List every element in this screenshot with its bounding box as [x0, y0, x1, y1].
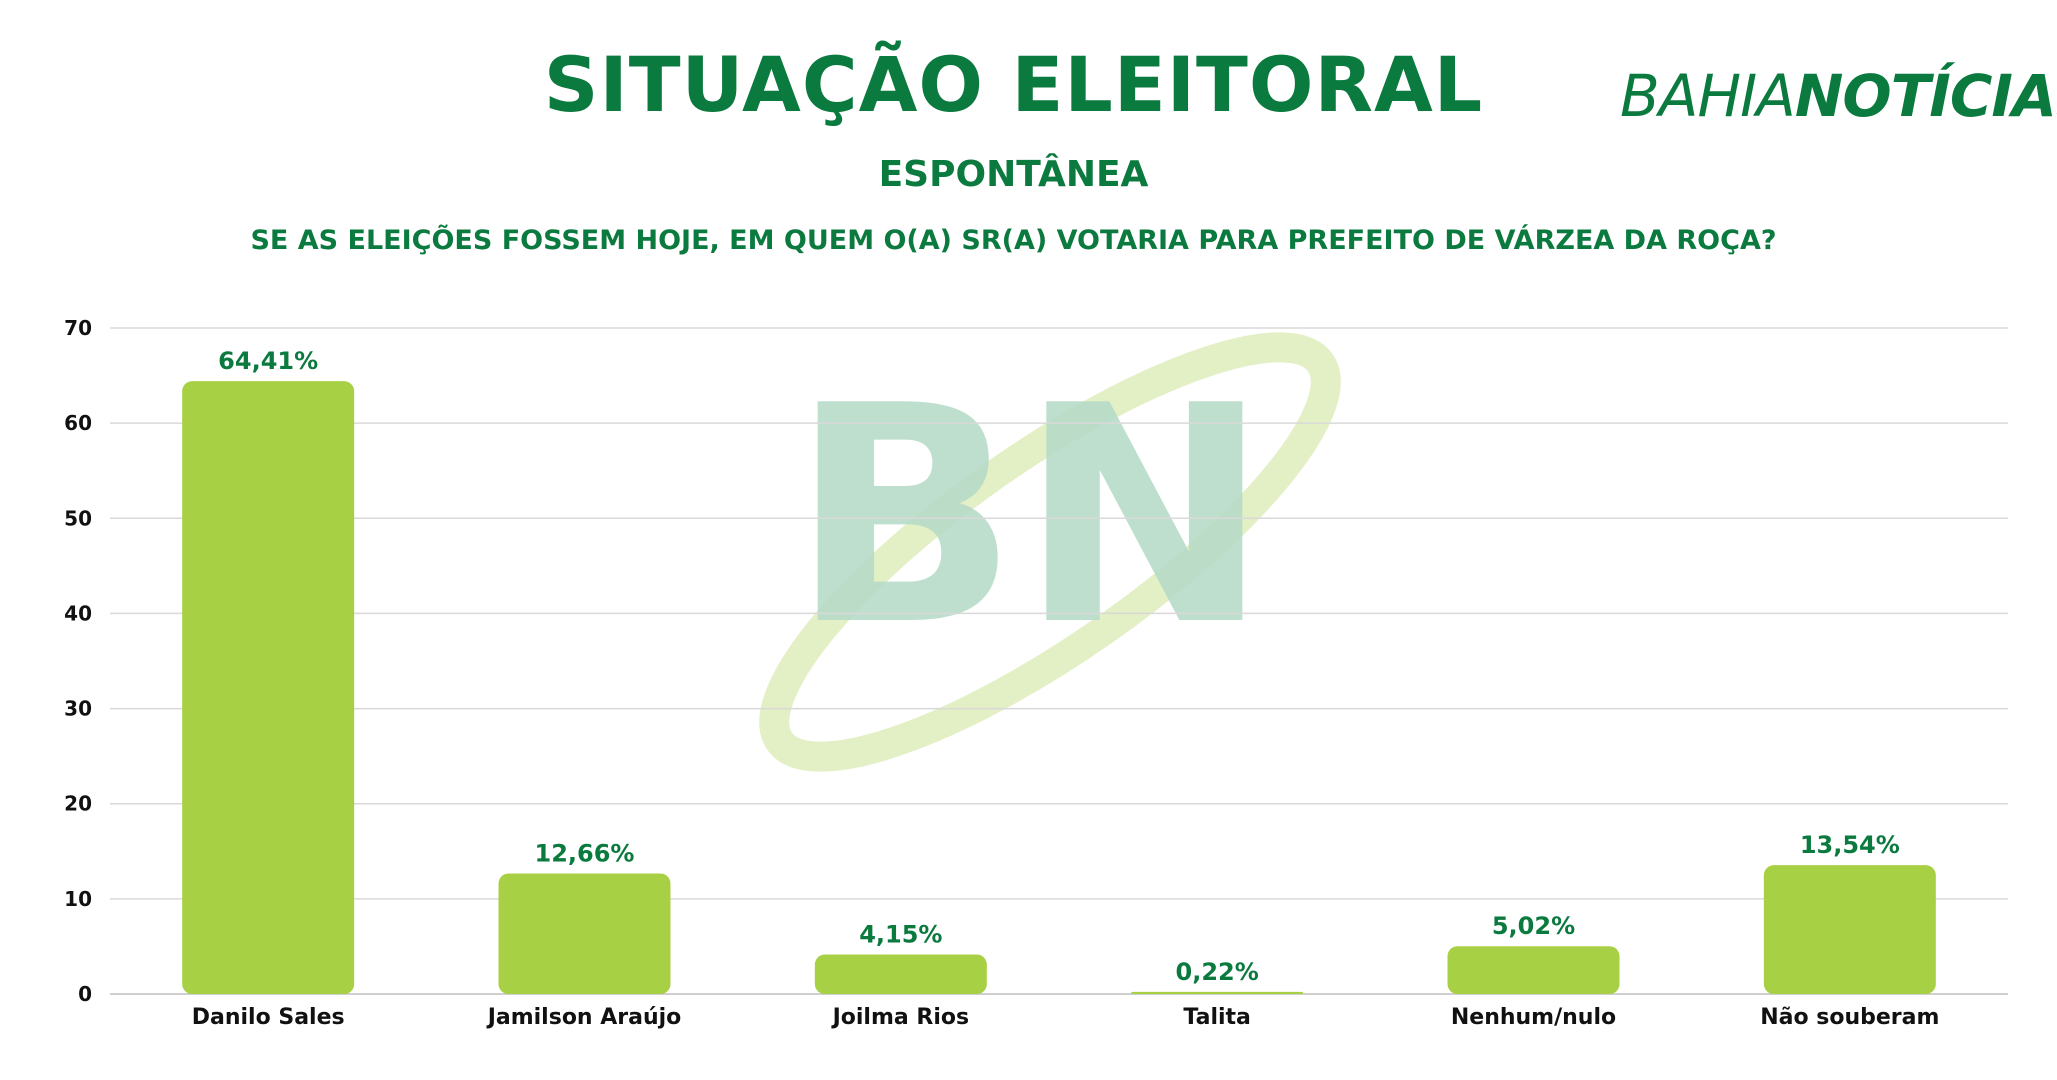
y-axis: 0 10 20 30 40 50 60 70 [64, 316, 92, 1006]
y-tick-label: 30 [64, 697, 92, 721]
watermark-letters: BN [790, 342, 1270, 691]
data-label: 64,41% [218, 347, 318, 375]
bar [1447, 946, 1620, 994]
y-tick-label: 60 [64, 411, 92, 435]
bar [1763, 865, 1936, 994]
bar [814, 954, 987, 994]
x-tick-label: Não souberam [1760, 1005, 1939, 1030]
y-tick-label: 40 [64, 601, 92, 625]
bars [182, 381, 1936, 995]
survey-question: SE AS ELEIÇÕES FOSSEM HOJE, EM QUEM O(A)… [250, 225, 1777, 256]
y-tick-label: 70 [64, 316, 92, 340]
chart-subtitle: ESPONTÂNEA [878, 154, 1149, 195]
data-label: 0,22% [1176, 958, 1259, 986]
x-tick-label: Nenhum/nulo [1451, 1005, 1616, 1030]
x-tick-label: Jamilson Araújo [486, 1005, 682, 1030]
y-tick-label: 0 [78, 982, 92, 1006]
chart-title: SITUAÇÃO ELEITORAL [543, 40, 1484, 129]
gridlines [110, 327, 2008, 995]
bahia-noticias-logo: BAHIANOTÍCIAS [1620, 62, 2057, 130]
logo-part-noticias: NOTÍCIAS [1794, 62, 2057, 130]
data-label: 4,15% [859, 921, 942, 949]
x-tick-label: Danilo Sales [192, 1005, 345, 1030]
logo-part-bahia: BAHIA [1620, 62, 1796, 130]
x-tick-label: Talita [1183, 1005, 1250, 1030]
y-tick-label: 20 [64, 792, 92, 816]
bar [498, 873, 671, 994]
bar [1131, 991, 1304, 994]
y-tick-label: 50 [64, 506, 92, 530]
x-tick-label: Joilma Rios [831, 1005, 970, 1030]
data-label: 13,54% [1800, 831, 1900, 859]
data-label: 12,66% [535, 840, 635, 868]
data-labels: 64,41% 12,66% 4,15% 0,22% 5,02% 13,54% [218, 347, 1900, 986]
bn-watermark-logo: BN [759, 332, 1341, 772]
bar [182, 381, 355, 995]
x-axis: Danilo Sales Jamilson Araújo Joilma Rios Ta… [192, 1005, 1940, 1030]
watermark-swoosh [759, 332, 1341, 772]
data-label: 5,02% [1492, 912, 1575, 940]
y-tick-label: 10 [64, 887, 92, 911]
